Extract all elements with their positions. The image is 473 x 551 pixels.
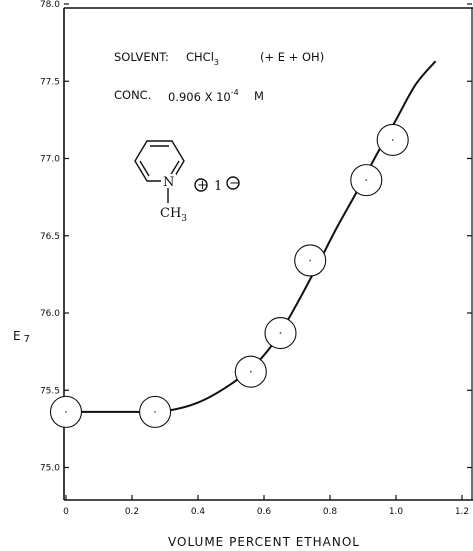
x-tick-label: 0.4 — [191, 507, 206, 517]
conc-value: 0.906 X 10-4 — [168, 88, 239, 104]
y-tick-label: 78.0 — [40, 0, 60, 10]
y-tick-label: 76.5 — [40, 232, 60, 242]
x-tick-label: 0.8 — [323, 507, 338, 517]
y-tick-label: 75.5 — [40, 386, 60, 396]
negative-charge-circle — [226, 176, 240, 190]
plus-sign: + — [197, 178, 208, 193]
y-tick-label: 77.0 — [40, 155, 60, 165]
y-tick-label: 76.0 — [40, 309, 60, 319]
methyl-label: CH3 — [160, 206, 187, 224]
x-tick-label: 1.2 — [455, 507, 469, 517]
nitrogen-label: N — [163, 175, 174, 190]
solvent-formula: CHCl3 — [186, 50, 219, 67]
data-point-center — [309, 259, 312, 262]
conc-label: CONC. — [114, 88, 151, 102]
conc-unit: M — [254, 89, 264, 103]
data-point-center — [279, 332, 282, 334]
data-point-center — [391, 139, 394, 141]
minus-sign: − — [229, 176, 240, 191]
y-tick-label: 77.5 — [40, 77, 60, 87]
pyridinium-structure — [134, 140, 240, 203]
y-tick-label: 75.0 — [40, 464, 60, 474]
data-point-center — [154, 410, 157, 413]
x-tick-label: 0.6 — [257, 507, 272, 517]
plot-area: 75.0 75.5 76.0 76.5 77.0 77.5 78.0 0 0.2 0.4 0.6 0.… — [40, 0, 473, 517]
data-point-center — [65, 410, 67, 413]
positive-charge-circle — [194, 178, 208, 192]
data-point-center — [249, 370, 252, 373]
x-axis-title: VOLUME PERCENT ETHANOL — [168, 535, 360, 549]
pyridine-ring — [134, 140, 185, 182]
x-tick-label: 0 — [63, 507, 69, 517]
x-tick-label: 1.0 — [389, 507, 404, 517]
solvent-label: SOLVENT: — [114, 50, 169, 64]
ring-double-bond-3 — [139, 160, 150, 177]
ring-double-bond-2 — [169, 160, 180, 177]
x-tick-label: 0.2 — [125, 507, 139, 517]
iodide-label: 1 — [214, 179, 222, 194]
solvent-note: (+ E + OH) — [260, 50, 324, 64]
data-point-center — [365, 179, 368, 182]
n-label-bg — [161, 174, 176, 188]
